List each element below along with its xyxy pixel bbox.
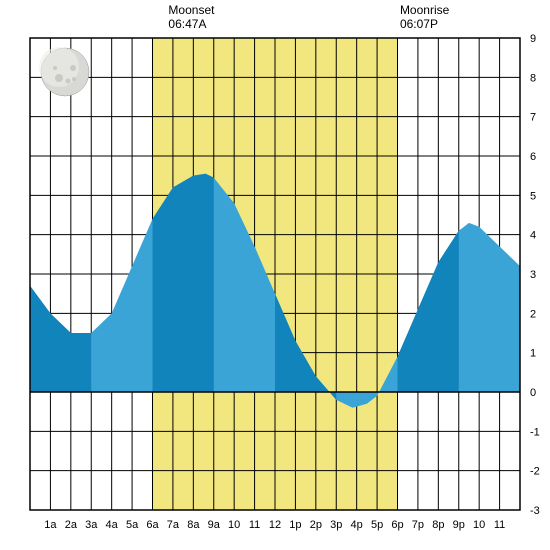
- x-tick-label: 11: [249, 519, 260, 531]
- x-tick-label: 1a: [44, 519, 57, 531]
- y-tick-label: 7: [530, 112, 536, 124]
- x-tick-label: 7p: [412, 519, 424, 531]
- y-tick-label: -2: [530, 466, 540, 478]
- x-tick-label: 10: [473, 519, 485, 531]
- x-tick-label: 5a: [126, 519, 139, 531]
- y-tick-label: 0: [530, 387, 536, 399]
- moonset-label: Moonset: [168, 3, 215, 17]
- chart-svg: -3-2-101234567891a2a3a4a5a6a7a8a9a101112…: [0, 0, 550, 550]
- y-tick-label: -3: [530, 505, 540, 517]
- tide-area-dark-3: [398, 231, 459, 392]
- x-tick-label: 2p: [310, 519, 322, 531]
- x-tick-label: 8p: [432, 519, 444, 531]
- x-tick-label: 8a: [187, 519, 200, 531]
- x-tick-label: 3p: [330, 519, 342, 531]
- y-tick-label: 9: [530, 33, 536, 45]
- y-tick-label: 3: [530, 269, 536, 281]
- x-tick-label: 2a: [65, 519, 78, 531]
- y-tick-label: 5: [530, 190, 536, 202]
- x-tick-label: 10: [228, 519, 240, 531]
- x-tick-label: 3a: [85, 519, 98, 531]
- tide-chart: -3-2-101234567891a2a3a4a5a6a7a8a9a101112…: [0, 0, 550, 550]
- x-tick-label: 4a: [106, 519, 119, 531]
- x-tick-label: 1p: [289, 519, 301, 531]
- tide-area-dark-1: [153, 174, 214, 392]
- x-tick-label: 7a: [167, 519, 180, 531]
- x-tick-label: 12: [269, 519, 281, 531]
- y-tick-label: 6: [530, 151, 536, 163]
- y-tick-label: 2: [530, 308, 536, 320]
- moonrise-label: Moonrise: [400, 3, 450, 17]
- x-tick-label: 6p: [391, 519, 403, 531]
- y-tick-label: 1: [530, 348, 536, 360]
- x-tick-label: 6a: [146, 519, 159, 531]
- moon-icon: [39, 47, 89, 96]
- moonset-time: 06:47A: [168, 17, 206, 31]
- y-tick-label: 8: [530, 72, 536, 84]
- tide-area-dark-0: [30, 286, 91, 392]
- x-tick-label: 9a: [208, 519, 221, 531]
- x-tick-label: 9p: [453, 519, 465, 531]
- y-tick-label: -1: [530, 426, 540, 438]
- moonrise-time: 06:07P: [400, 17, 438, 31]
- x-tick-label: 5p: [371, 519, 383, 531]
- x-tick-label: 11: [494, 519, 505, 531]
- x-tick-label: 4p: [351, 519, 363, 531]
- y-tick-label: 4: [530, 230, 536, 242]
